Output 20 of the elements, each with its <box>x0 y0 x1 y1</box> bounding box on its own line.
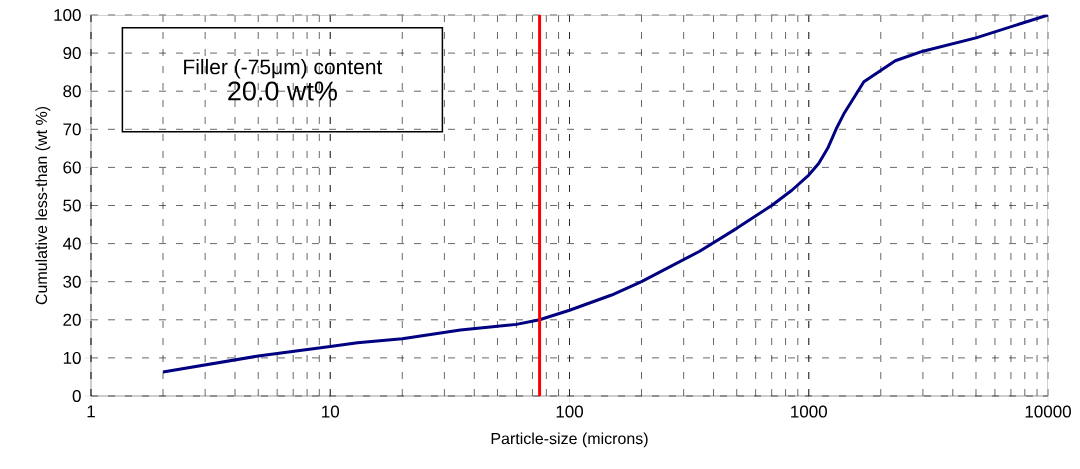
y-tick-label: 50 <box>63 199 81 212</box>
x-tick-label: 10000 <box>1025 405 1071 418</box>
x-tick-label: 1 <box>87 405 95 418</box>
annotation: Filler (-75μm) content <box>184 58 383 79</box>
x-tick-label: 100 <box>556 405 584 418</box>
x-tick-label: 10 <box>322 405 340 418</box>
y-tick-label: 10 <box>63 351 81 364</box>
annotation: 20.0 wt% <box>228 81 337 101</box>
y-tick-label: 80 <box>63 85 81 98</box>
y-tick-label: 0 <box>72 389 81 403</box>
y-tick-label: 70 <box>63 123 81 136</box>
y-tick-label: 40 <box>62 237 81 250</box>
y-axis-title: Cumulative less-than (wt %) <box>35 106 51 305</box>
x-tick-label: 1000 <box>791 405 827 418</box>
y-tick-label: 100 <box>54 8 81 22</box>
x-axis-title: Particle-size (microns) <box>491 432 648 448</box>
y-tick-label: 20 <box>63 313 81 326</box>
y-tick-label: 90 <box>63 47 81 60</box>
y-tick-label: 60 <box>63 161 81 174</box>
y-tick-label: 30 <box>63 275 81 288</box>
